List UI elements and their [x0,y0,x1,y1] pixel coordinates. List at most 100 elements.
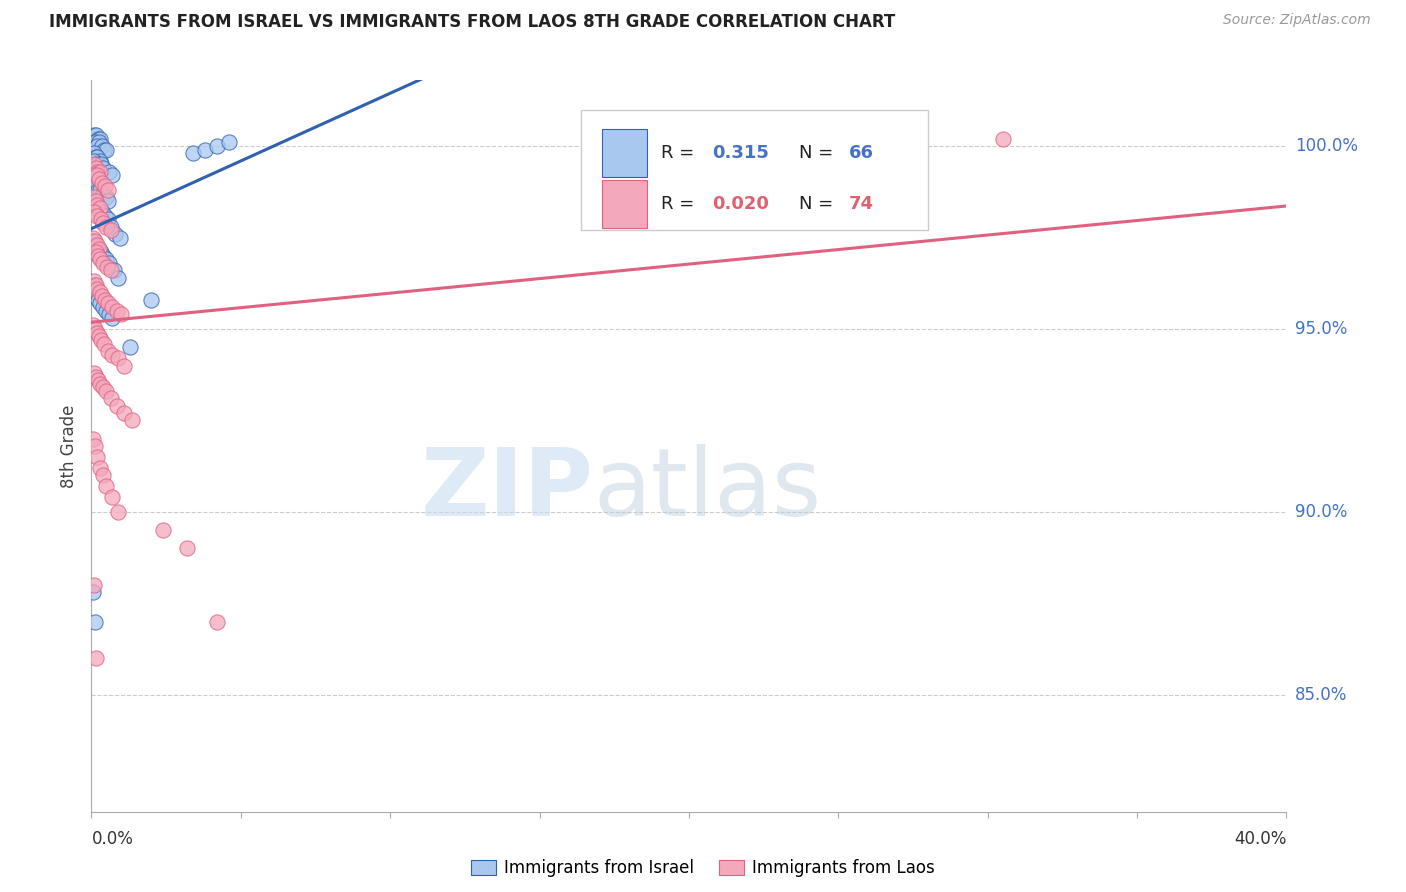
Point [84,194,107,208]
Point [89,285,111,300]
Point [83,278,105,293]
Text: ZIP: ZIP [420,444,593,536]
Point [86,139,108,153]
Text: IMMIGRANTS FROM ISRAEL VS IMMIGRANTS FROM LAOS 8TH GRADE CORRELATION CHART: IMMIGRANTS FROM ISRAEL VS IMMIGRANTS FRO… [49,13,896,31]
Point [86,176,108,190]
Point [218,136,240,150]
Point [89,252,111,267]
Point [141,293,163,307]
Text: 95.0%: 95.0% [1295,320,1347,338]
Point [100,223,122,237]
Point [83,146,105,161]
Point [86,450,108,464]
Point [100,490,122,504]
Text: N =: N = [799,144,839,161]
Point [87,176,110,190]
Point [176,541,198,556]
Point [83,128,105,143]
Point [84,237,107,252]
Point [104,227,127,241]
Text: 0.315: 0.315 [711,144,769,161]
Point [101,347,124,361]
Point [84,150,107,164]
Point [107,505,129,519]
Point [205,139,228,153]
Point [82,432,104,446]
Point [86,150,108,164]
Point [90,245,112,260]
Point [91,300,114,314]
Point [90,139,112,153]
Text: 85.0%: 85.0% [1295,686,1347,704]
Point [93,380,115,394]
Point [86,282,108,296]
Point [90,212,112,227]
Point [82,172,104,186]
Legend: Immigrants from Israel, Immigrants from Laos: Immigrants from Israel, Immigrants from … [464,853,942,884]
Point [84,322,107,336]
Point [97,296,120,310]
Point [87,293,110,307]
Point [97,212,120,227]
Text: 40.0%: 40.0% [1234,830,1286,848]
Point [83,157,105,171]
Point [89,296,111,310]
Point [83,153,105,168]
Point [84,234,107,248]
Point [94,293,117,307]
Text: atlas: atlas [593,444,821,536]
Point [83,578,105,592]
Point [97,183,120,197]
Point [89,183,111,197]
Point [98,164,121,178]
Point [86,209,108,223]
Point [84,245,107,260]
Point [90,333,112,347]
Point [103,263,125,277]
Point [89,153,111,168]
Point [205,615,228,629]
Point [83,274,105,288]
Point [108,230,131,244]
Point [83,366,105,380]
Point [84,179,107,194]
Point [121,413,143,427]
Point [93,143,115,157]
Point [87,373,110,387]
Point [991,132,1014,146]
Point [84,161,107,175]
Text: N =: N = [799,194,839,213]
Point [87,183,110,197]
Point [96,479,118,493]
Text: 90.0%: 90.0% [1295,503,1347,521]
Point [84,285,107,300]
Text: R =: R = [661,194,700,213]
Point [112,406,135,420]
Point [94,209,117,223]
Point [84,172,107,186]
Point [97,307,120,321]
Point [83,205,105,219]
Point [84,369,107,384]
Point [87,132,110,146]
Point [87,242,110,256]
Point [86,237,108,252]
Point [86,242,108,256]
Text: 0.0%: 0.0% [91,830,134,848]
Point [98,256,121,270]
Point [105,399,128,413]
Text: 66: 66 [849,144,875,161]
Point [96,219,118,234]
Point [96,384,118,398]
Point [101,300,124,314]
Text: 74: 74 [849,194,875,213]
Point [112,359,135,373]
Point [93,216,115,230]
Point [84,278,107,293]
Point [83,169,105,183]
Point [86,326,108,340]
Point [87,329,110,343]
Point [93,161,115,175]
Text: 0.020: 0.020 [711,194,769,213]
Point [101,169,124,183]
